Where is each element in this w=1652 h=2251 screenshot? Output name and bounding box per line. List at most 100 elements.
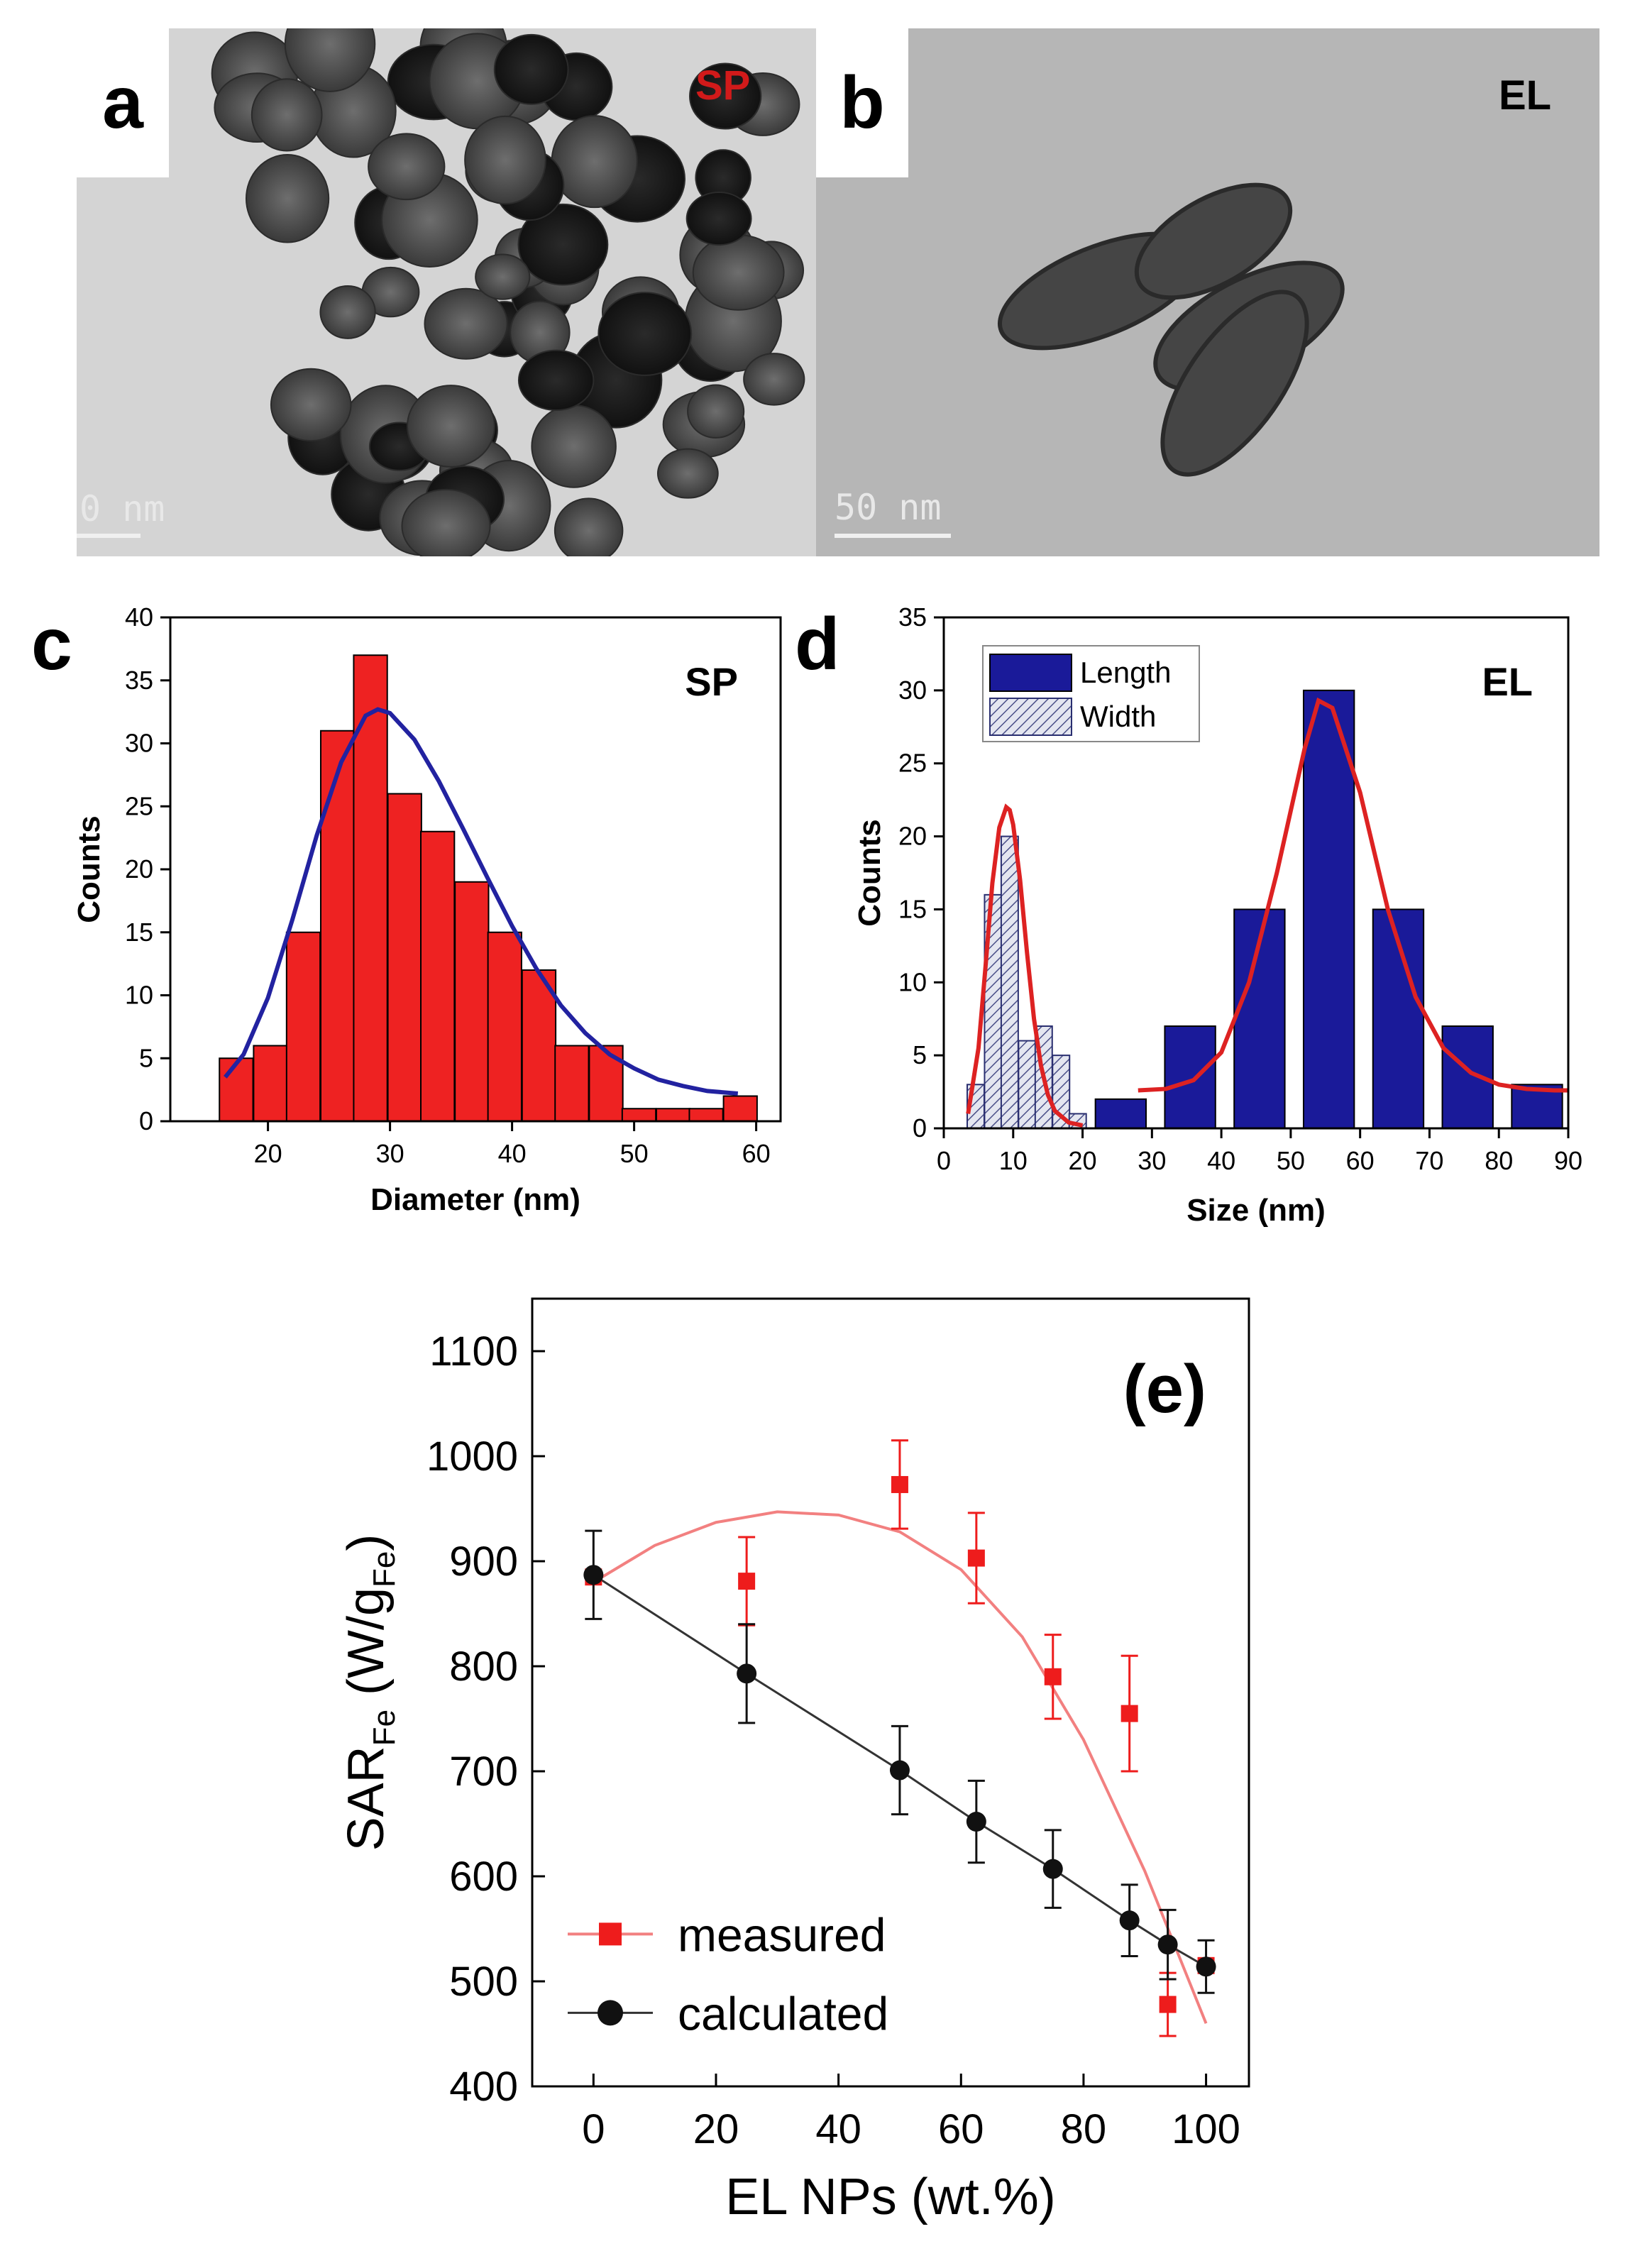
tem-particle: [493, 33, 569, 105]
y-tick-label: 800: [449, 1644, 518, 1690]
x-tick-label: 20: [693, 2106, 739, 2152]
tem-particle: [685, 191, 752, 246]
chart-title: (e): [1123, 1351, 1206, 1427]
y-tick-label: 35: [898, 602, 927, 632]
y-tick-label: 15: [898, 894, 927, 923]
x-tick-label: 10: [999, 1146, 1028, 1175]
legend-marker-calculated: [598, 2000, 623, 2026]
x-tick-label: 90: [1554, 1146, 1582, 1175]
plot-frame: [942, 616, 1570, 1130]
fit-curve: [224, 707, 739, 1096]
y-axis-label-main: SAR: [338, 1746, 395, 1851]
plot-frame: [531, 1297, 1250, 2088]
marker-measured: [1120, 1705, 1138, 1722]
legend-marker-measured: [599, 1922, 622, 1946]
y-tick-label: 25: [898, 749, 927, 778]
x-tick-label: 30: [1138, 1146, 1166, 1175]
marker-calculated: [1196, 1956, 1216, 1977]
tem-particle: [284, 28, 376, 92]
panel-b-scalebar-text: 50 nm: [835, 487, 942, 528]
x-tick-label: 30: [376, 1139, 404, 1168]
y-tick-label: 900: [449, 1539, 518, 1585]
tem-particle: [531, 404, 617, 488]
y-tick-label: 25: [125, 791, 153, 820]
x-tick-label: 60: [742, 1139, 771, 1168]
tem-particle: [475, 253, 531, 300]
y-tick-label: 600: [449, 1854, 518, 1900]
y-tick-label: 10: [125, 981, 153, 1010]
y-tick-label: 400: [449, 2064, 518, 2110]
tem-particle: [689, 62, 762, 130]
bar: [688, 1108, 724, 1122]
fit-curve-width: [966, 803, 1084, 1128]
chart-title: EL: [1482, 659, 1533, 704]
panel-a-sp-label: SP: [695, 62, 751, 109]
y-axis-label: Counts: [72, 815, 106, 923]
marker-measured: [1044, 1668, 1062, 1685]
bar: [285, 931, 321, 1122]
marker-measured: [738, 1573, 756, 1590]
y-tick-label: 0: [139, 1106, 153, 1135]
legend-label-length: Length: [1080, 656, 1171, 689]
legend-label-calculated: calculated: [678, 1987, 888, 2040]
x-tick-label: 40: [1207, 1146, 1235, 1175]
y-tick-label: 30: [898, 676, 927, 705]
y-axis-label-close: ): [338, 1534, 395, 1551]
tem-particle: [743, 353, 805, 406]
fit-curve-length: [1138, 697, 1568, 1093]
bar: [487, 931, 522, 1122]
tem-particle: [464, 115, 546, 205]
tem-particle: [517, 203, 609, 286]
y-tick-label: 1000: [426, 1433, 518, 1480]
tem-image-el: [816, 28, 1599, 556]
panel-a-letter: a: [77, 28, 169, 177]
tem-particle: [656, 448, 719, 499]
y-tick-label: 30: [125, 729, 153, 758]
y-tick-label: 35: [125, 666, 153, 695]
tem-image-sp: [77, 28, 819, 556]
marker-calculated: [966, 1812, 986, 1832]
x-tick-label: 80: [1061, 2106, 1107, 2152]
panel-b-letter: b: [816, 28, 908, 177]
y-tick-label: 700: [449, 1749, 518, 1795]
y-tick-label: 20: [125, 854, 153, 884]
x-tick-label: 60: [1346, 1146, 1375, 1175]
bar: [420, 830, 456, 1122]
bar: [319, 730, 356, 1122]
marker-calculated: [1157, 1934, 1178, 1955]
marker-calculated: [583, 1565, 604, 1585]
y-tick-label: 20: [898, 822, 927, 851]
x-tick-label: 0: [582, 2106, 605, 2152]
x-tick-label: 40: [815, 2106, 861, 2152]
panel-b-el-label: EL: [1499, 72, 1552, 119]
tem-particle: [250, 78, 323, 152]
y-axis-label-unit-sub: Fe: [367, 1551, 402, 1587]
legend-label-measured: measured: [678, 1908, 886, 1961]
bar: [722, 1095, 758, 1122]
x-tick-label: 50: [620, 1139, 649, 1168]
x-tick-label: 40: [498, 1139, 527, 1168]
y-tick-label: 5: [139, 1043, 153, 1072]
tem-particle: [692, 234, 785, 311]
x-tick-label: 20: [254, 1139, 282, 1168]
tem-particle: [407, 385, 495, 468]
tem-particle: [270, 368, 352, 442]
bar: [454, 881, 490, 1122]
tem-particle: [245, 154, 330, 243]
panel-b-scalebar: [835, 534, 951, 538]
bar-width: [1000, 835, 1019, 1129]
marker-measured: [967, 1549, 985, 1567]
legend-label-width: Width: [1080, 700, 1156, 733]
bar: [353, 654, 388, 1122]
tem-particle: [517, 349, 595, 412]
bar: [554, 1045, 590, 1122]
tem-particle: [401, 488, 491, 556]
tem-el-texture: [816, 28, 1599, 556]
y-tick-label: 40: [125, 602, 153, 632]
legend: Length Width: [982, 645, 1200, 742]
panel-a-scalebar: [77, 534, 141, 538]
bar-length: [1302, 689, 1355, 1130]
panel-c-letter: c: [31, 603, 72, 686]
y-tick-label: 1100: [429, 1328, 518, 1375]
x-tick-label: 60: [938, 2106, 984, 2152]
